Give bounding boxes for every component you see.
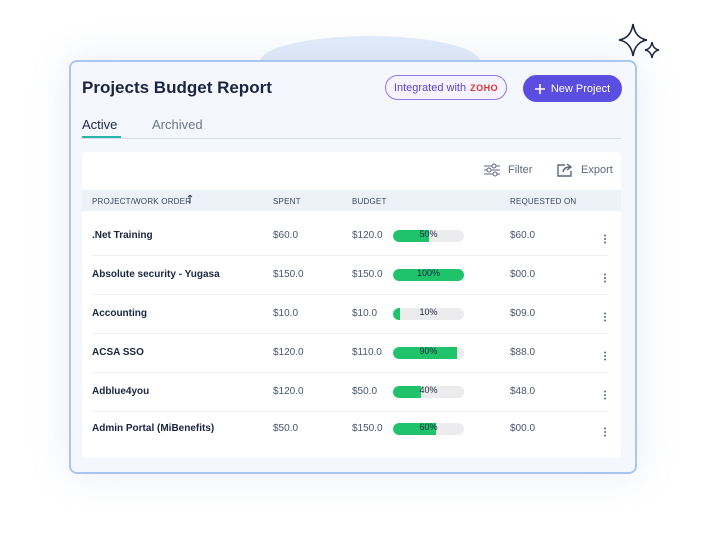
row-divider [92, 372, 608, 373]
tab-active[interactable]: Active [82, 117, 118, 132]
tab-divider [82, 138, 621, 139]
requested: $09.0 [510, 308, 536, 319]
project-name: Accounting [92, 308, 147, 319]
row-menu[interactable] [603, 348, 607, 366]
export-icon [557, 163, 573, 177]
progress-label: 10% [419, 307, 438, 317]
progress-track [393, 423, 464, 435]
filter-label: Filter [508, 164, 533, 176]
progress-track [393, 347, 464, 359]
row-divider [92, 294, 608, 295]
budget: $10.0 [352, 308, 378, 319]
progress-bar [393, 230, 429, 242]
progress-bar [393, 423, 436, 435]
project-name: Admin Portal (MiBenefits) [92, 423, 215, 434]
new-project-button[interactable]: New Project [523, 75, 622, 102]
tab-underline [82, 136, 121, 138]
progress-track [393, 386, 464, 398]
spent: $50.0 [273, 423, 299, 434]
requested: $00.0 [510, 423, 536, 434]
progress-bar [393, 347, 457, 359]
row-menu[interactable] [603, 387, 607, 405]
requested: $00.0 [510, 269, 536, 280]
row-menu[interactable] [603, 309, 607, 327]
button-label: New Project [550, 82, 611, 95]
spent: $60.0 [273, 230, 299, 241]
progress-track [393, 308, 464, 320]
progress-label: 60% [419, 422, 438, 432]
column-header: SPENT [273, 197, 301, 206]
filter-icon [484, 163, 500, 177]
column-header: REQUESTED ON [510, 197, 577, 206]
filter-button[interactable]: Filter [484, 163, 532, 177]
row-divider [92, 255, 608, 256]
sort-arrow-icon [187, 194, 193, 205]
progress-label: 100% [416, 268, 441, 278]
column-header: BUDGET [352, 197, 387, 206]
column-header: PROJECT/WORK ORDER [92, 197, 192, 206]
spent: $10.0 [273, 308, 299, 319]
project-name: Adblue4you [92, 386, 150, 397]
requested: $48.0 [510, 386, 536, 397]
row-menu[interactable] [603, 231, 607, 249]
row-divider [92, 333, 608, 334]
badge-logo: ZOHO [470, 82, 499, 93]
progress-bar [393, 269, 464, 281]
requested: $88.0 [510, 347, 536, 358]
row-menu[interactable] [603, 270, 607, 288]
spent: $120.0 [273, 386, 304, 397]
row-divider [92, 411, 608, 412]
export-label: Export [581, 164, 613, 176]
budget: $120.0 [352, 230, 383, 241]
badge-text: Integrated with [393, 81, 467, 94]
budget: $50.0 [352, 386, 378, 397]
spent: $120.0 [273, 347, 304, 358]
integration-badge[interactable]: Integrated with ZOHO [385, 75, 507, 100]
budget: $150.0 [352, 423, 383, 434]
table-header [82, 190, 621, 211]
export-button[interactable]: Export [557, 163, 613, 177]
progress-track [393, 269, 464, 281]
budget: $110.0 [352, 347, 382, 358]
requested: $60.0 [510, 230, 536, 241]
plus-icon [534, 83, 545, 94]
progress-label: 50% [419, 229, 438, 239]
progress-bar [393, 386, 422, 398]
spent: $150.0 [273, 269, 304, 280]
progress-track [393, 230, 464, 242]
progress-label: 40% [419, 385, 438, 395]
row-menu[interactable] [603, 424, 607, 442]
project-name: Absolute security - Yugasa [92, 269, 220, 280]
budget: $150.0 [352, 269, 383, 280]
project-name: .Net Training [92, 230, 153, 241]
tab-archived[interactable]: Archived [152, 117, 203, 132]
project-name: ACSA SSO [92, 347, 144, 358]
page-title: Projects Budget Report [82, 78, 272, 97]
progress-bar [393, 308, 401, 320]
progress-label: 90% [419, 346, 438, 356]
